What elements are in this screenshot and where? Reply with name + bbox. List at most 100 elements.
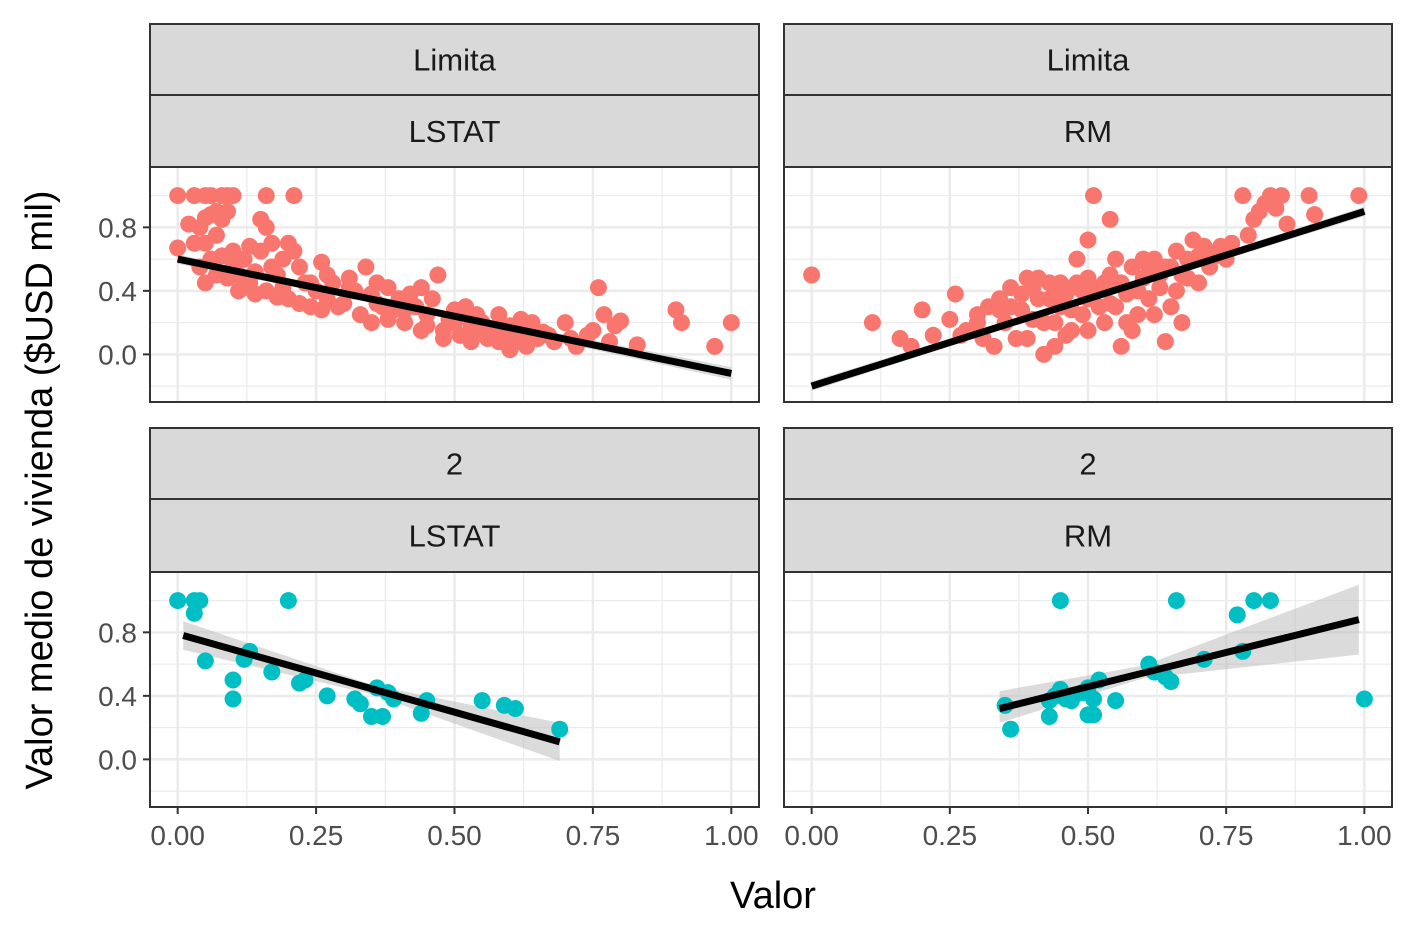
regression-line	[182, 632, 561, 746]
data-point	[257, 218, 275, 236]
x-tick-label: 0.00	[784, 820, 839, 851]
x-tick-label: 1.00	[1337, 820, 1392, 851]
data-point	[1096, 314, 1114, 332]
data-point	[1300, 187, 1318, 205]
data-point	[1035, 314, 1053, 332]
facet-label-top: Limita	[1047, 43, 1130, 78]
data-point	[1002, 720, 1020, 738]
data-point	[1239, 226, 1257, 244]
data-point	[606, 317, 624, 335]
data-point	[863, 314, 881, 332]
data-point	[1040, 707, 1058, 725]
data-point	[1057, 326, 1075, 344]
y-tick-label: 0.4	[98, 681, 137, 712]
panel-4: 2 RM 0.00 0.25 0.50 0.75 1.00	[783, 427, 1393, 851]
data-point	[1013, 285, 1031, 303]
panel-2: Limita RM	[783, 23, 1393, 403]
data-point	[1267, 199, 1285, 217]
data-point	[1112, 337, 1130, 355]
y-tick-label: 0.0	[98, 744, 137, 775]
facet-strip-top	[149, 23, 760, 96]
data-point	[722, 314, 740, 332]
facet-strip-top	[783, 427, 1393, 500]
data-point	[1261, 592, 1279, 610]
panel-border	[783, 166, 1393, 403]
y-axis-title: Valor medio de vivienda ($USD mil)	[19, 190, 61, 789]
data-point	[357, 258, 375, 276]
facet-strip-bottom	[783, 94, 1393, 168]
data-point	[462, 333, 480, 351]
data-point	[913, 301, 931, 319]
data-point	[296, 671, 314, 689]
data-point	[412, 279, 430, 297]
facet-label-bottom: LSTAT	[409, 519, 501, 554]
data-point	[1018, 329, 1036, 347]
data-point	[551, 720, 569, 738]
data-point	[512, 310, 530, 328]
data-point	[279, 592, 297, 610]
x-axis-title: Valor	[730, 875, 816, 917]
x-tick-label: 1.00	[704, 820, 759, 851]
data-point	[318, 687, 336, 705]
data-point	[318, 266, 336, 284]
data-point	[207, 226, 225, 244]
facet-strip-top	[783, 23, 1393, 96]
data-point	[1107, 250, 1125, 268]
data-point	[169, 239, 187, 257]
data-point	[1167, 282, 1185, 300]
data-point	[595, 306, 613, 324]
data-point	[556, 314, 574, 332]
x-tick-label: 0.75	[1199, 820, 1254, 851]
data-point	[379, 310, 397, 328]
data-point	[429, 266, 447, 284]
data-point	[169, 187, 187, 205]
data-point	[1046, 337, 1064, 355]
data-point	[219, 202, 237, 220]
facet-label-top: Limita	[413, 43, 496, 78]
data-point	[423, 290, 441, 308]
data-point	[490, 306, 508, 324]
data-point	[257, 187, 275, 205]
data-point	[1079, 231, 1097, 249]
data-point	[313, 253, 331, 271]
data-point	[1162, 298, 1180, 316]
data-point	[1134, 250, 1152, 268]
data-point	[191, 592, 209, 610]
data-point	[1101, 210, 1119, 228]
data-point	[1029, 269, 1047, 287]
panel-3: 2 LSTAT 0.0 0.4 0.8 0.00 0.25 0.50 0.75 1.00	[98, 427, 760, 851]
panel-border	[149, 166, 760, 403]
facet-label-bottom: RM	[1064, 114, 1112, 149]
data-point	[1085, 187, 1103, 205]
panel-1: Limita LSTAT 0.0 0.4 0.8	[98, 23, 760, 403]
data-point	[667, 301, 685, 319]
data-point	[1051, 592, 1069, 610]
data-point	[1306, 206, 1324, 224]
data-point	[506, 700, 524, 718]
data-point	[473, 692, 491, 710]
data-point	[1085, 690, 1103, 708]
data-point	[1151, 279, 1169, 297]
data-point	[263, 663, 281, 681]
data-point	[1355, 690, 1373, 708]
data-point	[1079, 269, 1097, 287]
data-point	[1079, 322, 1097, 340]
data-point	[1068, 250, 1086, 268]
regression-line	[810, 208, 1366, 390]
x-tick-label: 0.25	[923, 820, 978, 851]
data-point	[1212, 237, 1230, 255]
data-point	[991, 301, 1009, 319]
y-tick-label: 0.8	[98, 212, 137, 243]
data-point	[241, 237, 259, 255]
data-point	[268, 288, 286, 306]
data-point	[490, 333, 508, 351]
data-point	[1162, 673, 1180, 691]
data-point	[1245, 592, 1263, 610]
data-point	[418, 317, 436, 335]
data-point	[672, 314, 690, 332]
data-point	[1228, 606, 1246, 624]
data-point	[169, 592, 187, 610]
data-point	[1101, 295, 1119, 313]
regression-line	[176, 255, 733, 377]
